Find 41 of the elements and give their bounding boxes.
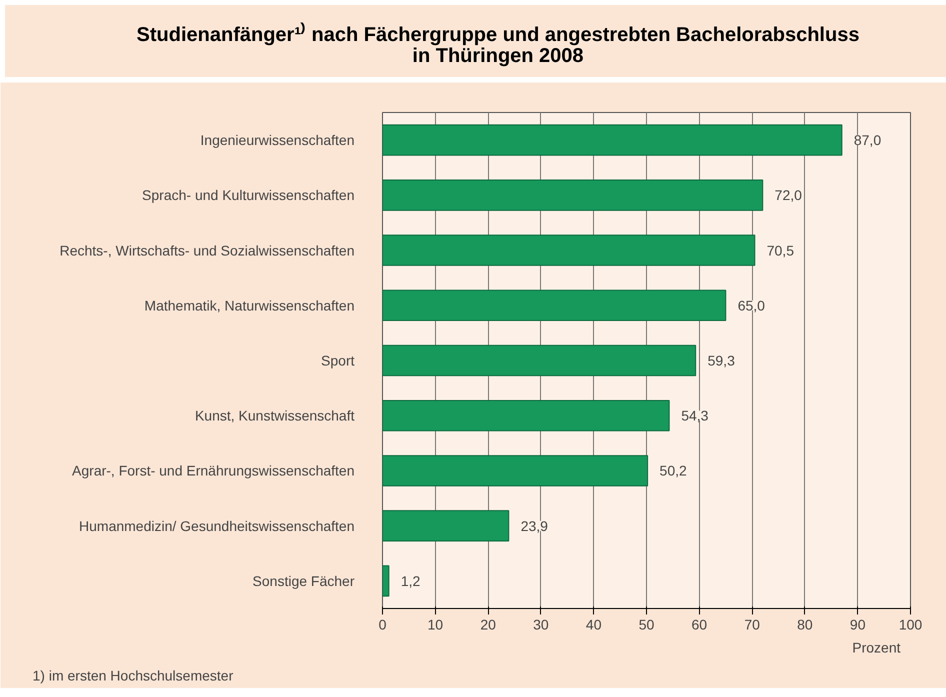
data-label: 59,3 [708,352,736,368]
data-label: 70,5 [766,242,794,258]
x-tick-label: 90 [850,616,866,632]
x-tick-label: 30 [533,616,549,632]
y-tick-label: Humanmedizin/ Gesundheitswissenschaften [79,518,355,534]
data-label: 54,3 [681,408,709,424]
bar [382,124,842,156]
data-label: 87,0 [854,132,882,148]
bar [382,180,764,211]
y-tick-label: Rechts-, Wirtschafts- und Sozialwissenschaften [60,242,354,258]
data-label: 1,2 [400,572,421,589]
y-tick-label: Sport [321,352,355,368]
x-tick-label: 80 [797,616,813,632]
data-label: 23,9 [520,518,548,534]
x-tick-label: 40 [586,616,602,632]
y-tick-label: Ingenieurwissenschaften [200,132,355,148]
x-tick-label: 50 [638,616,654,632]
x-tick-label: 10 [428,616,444,632]
bar [382,344,696,376]
data-label: 50,2 [660,462,688,479]
x-axis-title: Prozent [852,640,901,656]
y-tick-label: Agrar-, Forst- und Ernährungswissenschaften [72,462,355,479]
data-label: 65,0 [738,297,766,314]
data-label: 72,0 [774,187,802,204]
y-tick-label: Sonstige Fächer [252,572,355,589]
y-tick-label: Kunst, Kunstwissenschaft [194,408,355,424]
x-tick-label: 0 [378,616,387,632]
bar [382,455,648,486]
bar [382,290,726,322]
x-tick-label: 100 [898,616,922,632]
chart-title: Studienanfänger¹⁾ nach Fächergruppe und angestrebten Bachelorabschluss in Thüringen 2008 [136,24,860,67]
y-tick-label: Mathematik, Naturwissenschaften [144,297,355,314]
bar [382,234,756,266]
x-tick-label: 20 [480,616,496,632]
bar [382,400,670,432]
bar [382,510,510,542]
x-tick-label: 70 [744,616,760,632]
text: 1) im ersten Hochschulsemester [32,668,234,684]
bar [382,565,390,597]
y-tick-label: Sprach- und Kulturwissenschaften [142,187,355,204]
x-tick-label: 60 [692,616,708,632]
